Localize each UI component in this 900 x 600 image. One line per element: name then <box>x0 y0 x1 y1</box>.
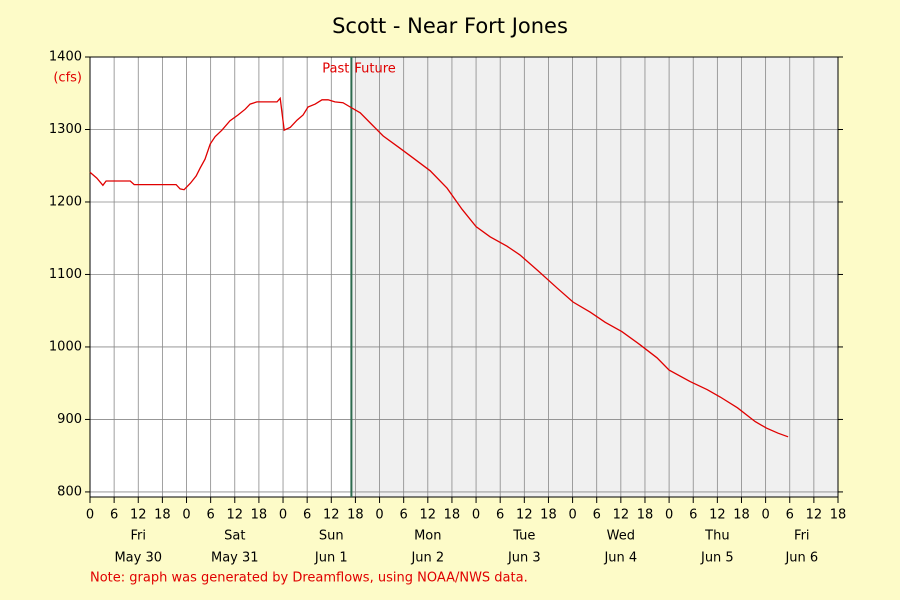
x-tick-label: 12 <box>613 508 630 523</box>
x-tick-label: 18 <box>444 508 461 523</box>
x-tick-label: 18 <box>251 508 268 523</box>
x-tick-label: 6 <box>786 508 794 523</box>
x-tick-label: 12 <box>806 508 823 523</box>
x-tick-label: 18 <box>540 508 557 523</box>
weekday-label: Sat <box>224 529 245 544</box>
x-tick-label: 6 <box>593 508 601 523</box>
x-tick-label: 0 <box>472 508 480 523</box>
date-label: Jun 2 <box>410 551 444 566</box>
x-tick-label: 6 <box>400 508 408 523</box>
past-label: Past <box>322 62 349 77</box>
x-tick-label: 0 <box>279 508 287 523</box>
y-tick-label: 800 <box>57 484 82 499</box>
x-tick-label: 18 <box>637 508 654 523</box>
flow-line <box>89 96 789 438</box>
x-tick-label: 6 <box>110 508 118 523</box>
x-tick-label: 6 <box>303 508 311 523</box>
x-tick-label: 0 <box>182 508 190 523</box>
x-tick-label: 18 <box>154 508 171 523</box>
x-tick-label: 12 <box>709 508 726 523</box>
x-tick-label: 12 <box>420 508 437 523</box>
x-tick-label: 18 <box>733 508 750 523</box>
x-tick-label: 0 <box>568 508 576 523</box>
date-label: Jun 3 <box>507 551 541 566</box>
x-tick-label: 0 <box>375 508 383 523</box>
date-label: May 30 <box>114 551 162 566</box>
note: Note: graph was generated by Dreamflows,… <box>90 571 528 586</box>
x-tick-label: 12 <box>516 508 533 523</box>
y-axis-label: (cfs) <box>53 71 82 86</box>
weekday-label: Thu <box>704 529 729 544</box>
y-tick-label: 1200 <box>49 194 82 209</box>
date-label: May 31 <box>211 551 259 566</box>
weekday-label: Fri <box>794 529 810 544</box>
date-label: Jun 1 <box>314 551 348 566</box>
x-tick-label: 0 <box>86 508 94 523</box>
y-tick-label: 1300 <box>49 122 82 137</box>
x-tick-label: 0 <box>761 508 769 523</box>
x-tick-label: 0 <box>665 508 673 523</box>
y-tick-label: 900 <box>57 412 82 427</box>
weekday-label: Fri <box>131 529 147 544</box>
plot-frame <box>89 56 839 498</box>
x-tick-label: 12 <box>130 508 147 523</box>
x-tick-label: 6 <box>496 508 504 523</box>
date-label: Jun 6 <box>784 551 818 566</box>
y-tick-label: 1400 <box>49 50 82 65</box>
date-label: Jun 4 <box>603 551 637 566</box>
x-tick-label: 12 <box>227 508 244 523</box>
x-tick-label: 6 <box>689 508 697 523</box>
past-area <box>90 57 352 497</box>
date-label: Jun 5 <box>700 551 734 566</box>
chart-title: Scott - Near Fort Jones <box>332 14 568 38</box>
weekday-label: Mon <box>414 529 441 544</box>
x-tick-label: 12 <box>323 508 340 523</box>
future-label: Future <box>354 62 395 77</box>
x-tick-label: 18 <box>830 508 847 523</box>
weekday-label: Tue <box>512 529 535 544</box>
weekday-label: Wed <box>607 529 635 544</box>
x-tick-label: 18 <box>347 508 364 523</box>
weekday-label: Sun <box>319 529 344 544</box>
y-tick-label: 1000 <box>49 339 82 354</box>
x-tick-label: 6 <box>207 508 215 523</box>
future-area <box>351 57 838 497</box>
y-tick-label: 1100 <box>49 267 82 282</box>
